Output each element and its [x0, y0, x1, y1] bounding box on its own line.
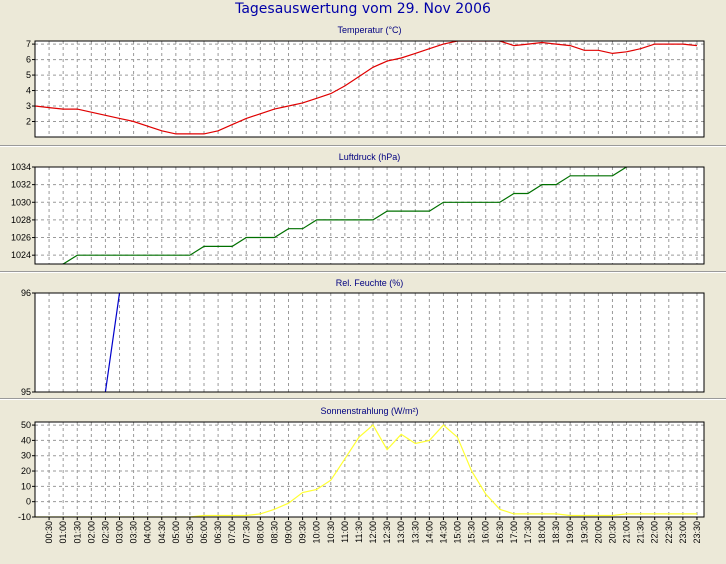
series-line-1 — [35, 41, 698, 135]
plot-area-2 — [35, 167, 704, 264]
x-tick-label-28: 14:30 — [438, 521, 448, 544]
divider-2 — [0, 271, 726, 273]
y-tick-label-3-0: 95 — [21, 387, 31, 397]
x-tick-label-34: 17:30 — [523, 521, 533, 544]
y-tick-label-4-1: 0 — [26, 497, 31, 507]
y-tick-label-4-5: 40 — [21, 435, 31, 445]
panel-title-4: Sonnenstrahlung (W/m²) — [320, 406, 418, 416]
x-tick-label-36: 18:30 — [551, 521, 561, 544]
x-tick-label-1: 01:00 — [58, 521, 68, 544]
series-line-2 — [58, 167, 632, 264]
x-tick-label-5: 03:00 — [115, 521, 125, 544]
x-tick-label-43: 22:00 — [650, 521, 660, 544]
y-tick-label-4-3: 20 — [21, 466, 31, 476]
x-tick-label-24: 12:30 — [382, 521, 392, 544]
y-tick-label-3-1: 96 — [21, 288, 31, 298]
x-tick-label-20: 10:30 — [326, 521, 336, 544]
x-tick-label-10: 05:30 — [185, 521, 195, 544]
plot-frame-3 — [34, 292, 705, 393]
x-tick-label-31: 16:00 — [481, 521, 491, 544]
y-tick-label-1-1: 3 — [26, 101, 31, 111]
page-title: Tagesauswertung vom 29. Nov 2006 — [235, 1, 491, 17]
plot-frame-4 — [34, 421, 705, 518]
x-tick-label-42: 21:30 — [636, 521, 646, 544]
x-tick-label-27: 14:00 — [424, 521, 434, 544]
y-tick-label-4-0: -10 — [18, 512, 31, 522]
y-tick-label-2-2: 1028 — [11, 215, 31, 225]
x-tick-label-45: 23:00 — [678, 521, 688, 544]
x-tick-label-29: 15:00 — [453, 521, 463, 544]
y-tick-label-1-5: 7 — [26, 39, 31, 49]
x-tick-label-37: 19:00 — [565, 521, 575, 544]
y-tick-label-1-3: 5 — [26, 70, 31, 80]
x-tick-label-8: 04:30 — [157, 521, 167, 544]
plot-area-3 — [35, 293, 704, 392]
plot-frame-2 — [34, 166, 705, 265]
x-tick-label-9: 05:00 — [171, 521, 181, 544]
x-tick-label-21: 11:00 — [340, 521, 350, 543]
divider-1 — [0, 145, 726, 147]
x-tick-label-2: 01:30 — [72, 521, 82, 544]
x-tick-label-30: 15:30 — [467, 521, 477, 544]
plot-area-1 — [35, 41, 704, 137]
plot-area-4 — [35, 422, 704, 517]
y-tick-label-1-4: 6 — [26, 55, 31, 65]
y-tick-label-4-4: 30 — [21, 451, 31, 461]
x-tick-label-0: 00:30 — [44, 521, 54, 544]
x-tick-label-41: 21:00 — [622, 521, 632, 544]
panel-title-1: Temperatur (°C) — [337, 25, 401, 35]
x-tick-label-14: 07:30 — [241, 521, 251, 544]
x-tick-label-25: 13:00 — [396, 521, 406, 544]
x-tick-label-26: 13:30 — [410, 521, 420, 544]
x-tick-label-15: 08:00 — [255, 521, 265, 544]
divider-3 — [0, 398, 726, 400]
x-tick-label-39: 20:00 — [593, 521, 603, 544]
x-tick-label-18: 09:30 — [298, 521, 308, 544]
x-tick-label-40: 20:30 — [607, 521, 617, 544]
x-tick-label-19: 10:00 — [312, 521, 322, 544]
x-tick-label-32: 16:30 — [495, 521, 505, 544]
x-tick-label-3: 02:00 — [86, 521, 96, 544]
x-tick-label-11: 06:00 — [199, 521, 209, 544]
y-tick-label-4-2: 10 — [21, 481, 31, 491]
y-tick-label-4-6: 50 — [21, 420, 31, 430]
y-tick-label-2-1: 1026 — [11, 233, 31, 243]
y-tick-label-2-4: 1032 — [11, 180, 31, 190]
y-tick-label-2-0: 1024 — [11, 250, 31, 260]
y-tick-label-1-0: 2 — [26, 117, 31, 127]
x-tick-label-16: 08:30 — [269, 521, 279, 544]
x-tick-label-6: 03:30 — [129, 521, 139, 544]
y-tick-label-2-5: 1034 — [11, 162, 31, 172]
panel-title-3: Rel. Feuchte (%) — [336, 278, 404, 288]
x-tick-label-23: 12:00 — [368, 521, 378, 544]
x-tick-label-12: 06:30 — [213, 521, 223, 544]
x-tick-label-46: 23:30 — [692, 521, 702, 544]
y-tick-label-1-2: 4 — [26, 86, 31, 96]
x-tick-label-13: 07:00 — [227, 521, 237, 544]
x-tick-label-44: 22:30 — [664, 521, 674, 544]
x-tick-label-7: 04:00 — [143, 521, 153, 544]
x-tick-label-22: 11:30 — [354, 521, 364, 543]
panel-title-2: Luftdruck (hPa) — [339, 152, 401, 162]
y-tick-label-2-3: 1030 — [11, 197, 31, 207]
series-line-4 — [35, 424, 697, 517]
x-tick-label-4: 02:30 — [100, 521, 110, 544]
x-tick-label-38: 19:30 — [579, 521, 589, 544]
x-tick-label-35: 18:00 — [537, 521, 547, 544]
x-tick-label-17: 09:00 — [284, 521, 294, 544]
series-line-3 — [104, 293, 121, 392]
x-tick-label-33: 17:00 — [509, 521, 519, 544]
plot-frame-1 — [34, 40, 705, 138]
